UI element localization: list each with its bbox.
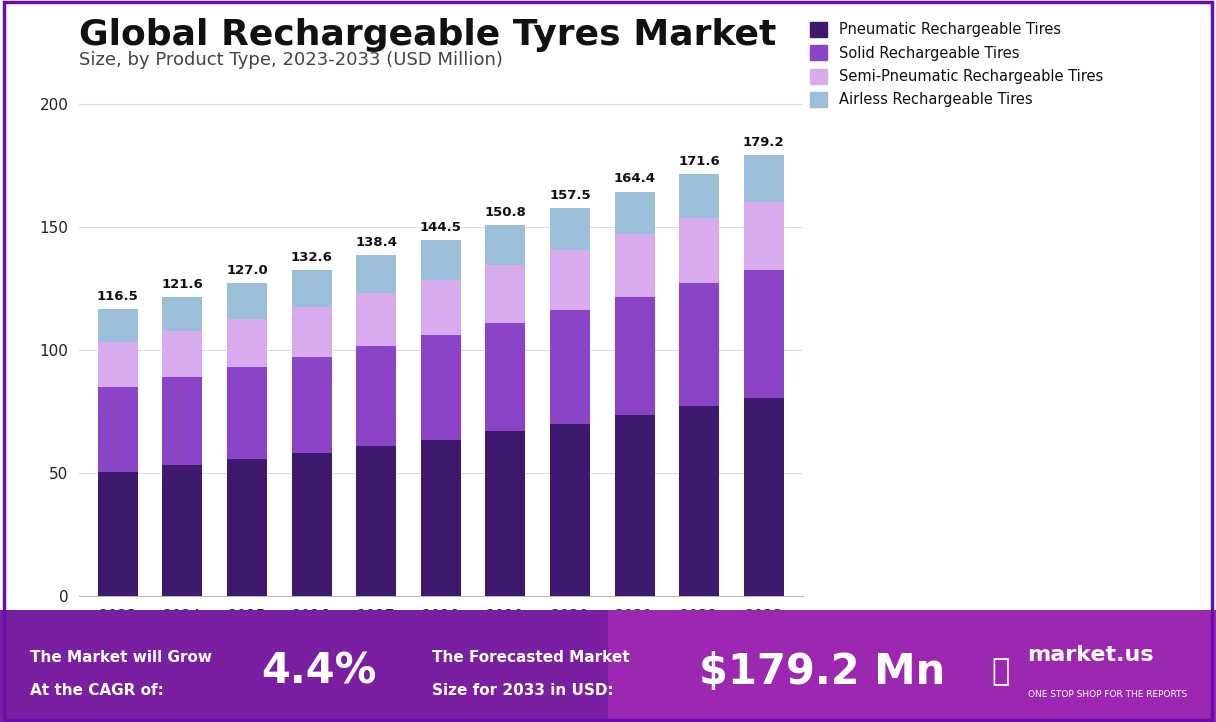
Bar: [680, 284, 719, 406]
Bar: [680, 406, 719, 596]
Bar: [163, 377, 202, 466]
Text: 4.4%: 4.4%: [261, 651, 377, 692]
Bar: [680, 174, 719, 218]
Bar: [421, 279, 461, 335]
Bar: [292, 453, 332, 596]
Text: 157.5: 157.5: [550, 189, 591, 202]
Bar: [744, 398, 784, 596]
Text: The Market will Grow: The Market will Grow: [30, 650, 213, 664]
Bar: [744, 270, 784, 398]
Text: ONE STOP SHOP FOR THE REPORTS: ONE STOP SHOP FOR THE REPORTS: [1028, 690, 1187, 698]
Bar: [97, 342, 137, 387]
Text: Ⓜ: Ⓜ: [991, 657, 1009, 686]
Bar: [163, 297, 202, 331]
Text: Global Rechargeable Tyres Market: Global Rechargeable Tyres Market: [79, 18, 776, 52]
Bar: [292, 357, 332, 453]
Text: 116.5: 116.5: [97, 290, 139, 303]
Bar: [356, 256, 396, 293]
Bar: [421, 240, 461, 279]
Bar: [356, 445, 396, 596]
Bar: [356, 293, 396, 346]
Text: 150.8: 150.8: [484, 206, 527, 219]
Bar: [97, 387, 137, 471]
Bar: [485, 431, 525, 596]
Text: 171.6: 171.6: [679, 155, 720, 168]
Bar: [550, 424, 590, 596]
Bar: [485, 265, 525, 323]
Text: market.us: market.us: [1028, 645, 1154, 665]
Bar: [227, 319, 268, 367]
Bar: [227, 284, 268, 319]
Bar: [550, 251, 590, 310]
Bar: [550, 310, 590, 424]
Bar: [163, 466, 202, 596]
Bar: [97, 471, 137, 596]
Bar: [608, 610, 1216, 722]
Text: $179.2 Mn: $179.2 Mn: [699, 651, 946, 692]
Text: 144.5: 144.5: [420, 221, 462, 235]
Text: The Forecasted Market: The Forecasted Market: [432, 650, 630, 664]
Text: 121.6: 121.6: [162, 277, 203, 290]
Bar: [614, 191, 654, 235]
Text: 179.2: 179.2: [743, 136, 784, 149]
Bar: [421, 335, 461, 440]
Bar: [614, 415, 654, 596]
Bar: [485, 225, 525, 265]
Text: Size, by Product Type, 2023-2033 (USD Million): Size, by Product Type, 2023-2033 (USD Mi…: [79, 51, 503, 69]
Bar: [614, 235, 654, 297]
Bar: [744, 202, 784, 270]
Bar: [744, 155, 784, 202]
Bar: [292, 307, 332, 357]
Text: 132.6: 132.6: [291, 251, 332, 264]
Bar: [421, 440, 461, 596]
Bar: [0, 610, 608, 722]
Text: 164.4: 164.4: [614, 173, 655, 186]
Bar: [485, 323, 525, 431]
Bar: [227, 367, 268, 459]
Bar: [292, 270, 332, 307]
Bar: [163, 331, 202, 377]
Bar: [614, 297, 654, 415]
Text: 138.4: 138.4: [355, 236, 398, 249]
Bar: [550, 209, 590, 251]
Bar: [227, 459, 268, 596]
Bar: [97, 309, 137, 342]
Text: Size for 2033 in USD:: Size for 2033 in USD:: [432, 683, 613, 698]
Text: 127.0: 127.0: [226, 264, 268, 277]
Bar: [680, 218, 719, 284]
Text: At the CAGR of:: At the CAGR of:: [30, 683, 164, 698]
Bar: [356, 346, 396, 445]
Legend: Pneumatic Rechargeable Tires, Solid Rechargeable Tires, Semi-Pneumatic Rechargea: Pneumatic Rechargeable Tires, Solid Rech…: [810, 22, 1103, 108]
